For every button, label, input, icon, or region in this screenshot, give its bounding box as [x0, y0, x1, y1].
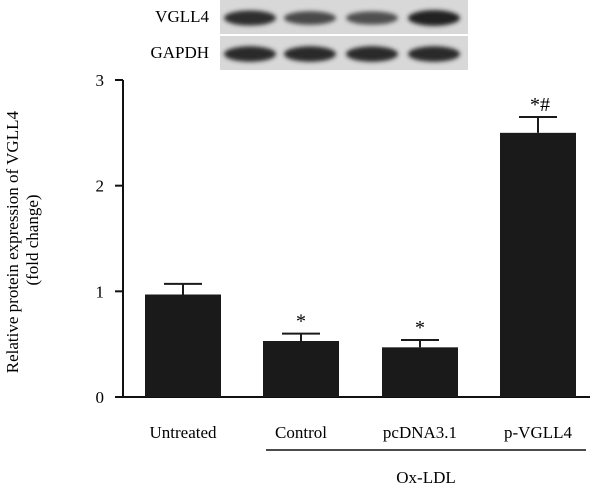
- x-tick-label: p-VGLL4: [504, 423, 572, 442]
- blot-band: [346, 11, 398, 25]
- y-tick-label: 0: [96, 388, 105, 407]
- significance-marker: *: [415, 317, 425, 339]
- bar-untreated: [145, 294, 221, 397]
- blot-band: [224, 46, 276, 62]
- blot-band: [408, 10, 460, 26]
- blot-band: [346, 46, 398, 62]
- blot-label-vgll4: VGLL4: [155, 7, 209, 26]
- y-axis-label-line1: Relative protein expression of VGLL4: [3, 111, 22, 374]
- bar-p-vgll4: [500, 132, 576, 398]
- y-axis-label-line2: (fold change): [23, 194, 42, 285]
- blot-band: [284, 46, 336, 62]
- bars: * * *#: [145, 94, 576, 398]
- y-tick-label: 3: [96, 71, 105, 90]
- significance-marker: *: [296, 311, 306, 333]
- western-blot: VGLL4 GAPDH: [150, 0, 468, 70]
- x-tick-labels: Untreated Control pcDNA3.1 p-VGLL4: [149, 423, 572, 442]
- x-tick-label: pcDNA3.1: [383, 423, 457, 442]
- blot-band: [284, 11, 336, 25]
- significance-marker: *#: [530, 94, 550, 116]
- x-tick-label: Control: [275, 423, 327, 442]
- blot-band: [408, 46, 460, 62]
- y-axis-label: Relative protein expression of VGLL4 (fo…: [3, 107, 42, 373]
- blot-label-gapdh: GAPDH: [150, 43, 209, 62]
- y-tick-label: 1: [96, 282, 105, 301]
- y-tick-label: 2: [96, 177, 105, 196]
- blot-band: [224, 10, 276, 26]
- x-tick-label: Untreated: [149, 423, 217, 442]
- bar-pcdna3-1: [382, 347, 458, 397]
- group-label: Ox-LDL: [396, 468, 455, 487]
- y-ticks: 0 1 2 3: [96, 71, 123, 407]
- bar-control: [263, 340, 339, 397]
